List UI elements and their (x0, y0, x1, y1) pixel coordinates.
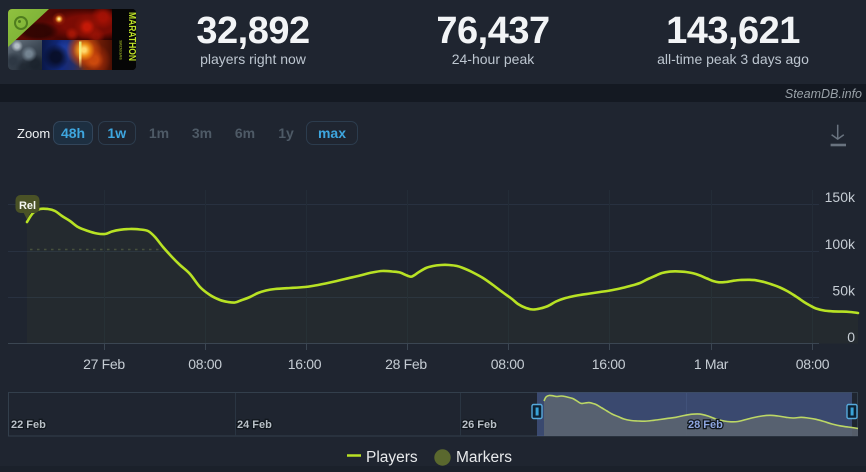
svg-text:Rel: Rel (19, 200, 36, 212)
svg-text:16:00: 16:00 (592, 356, 626, 372)
svg-text:0: 0 (847, 329, 855, 345)
svg-text:08:00: 08:00 (491, 356, 525, 372)
svg-text:MARATHON: MARATHON (126, 12, 136, 61)
svg-text:22 Feb: 22 Feb (11, 419, 46, 431)
svg-text:08:00: 08:00 (188, 356, 222, 372)
svg-text:150k: 150k (825, 189, 856, 205)
svg-text:08:00: 08:00 (796, 356, 830, 372)
svg-text:26 Feb: 26 Feb (462, 419, 497, 431)
svg-text:100k: 100k (825, 236, 856, 252)
svg-text:Markers: Markers (456, 449, 512, 466)
svg-text:1 Mar: 1 Mar (694, 356, 729, 372)
svg-text:16:00: 16:00 (288, 356, 322, 372)
svg-text:28 Feb: 28 Feb (688, 419, 723, 431)
svg-text:50k: 50k (832, 283, 856, 299)
svg-text:SEASON 1 · GLAMS: SEASON 1 · GLAMS (119, 40, 123, 61)
svg-text:Players: Players (366, 449, 418, 466)
svg-text:24 Feb: 24 Feb (237, 419, 272, 431)
svg-text:28 Feb: 28 Feb (385, 356, 427, 372)
svg-text:27 Feb: 27 Feb (83, 356, 125, 372)
